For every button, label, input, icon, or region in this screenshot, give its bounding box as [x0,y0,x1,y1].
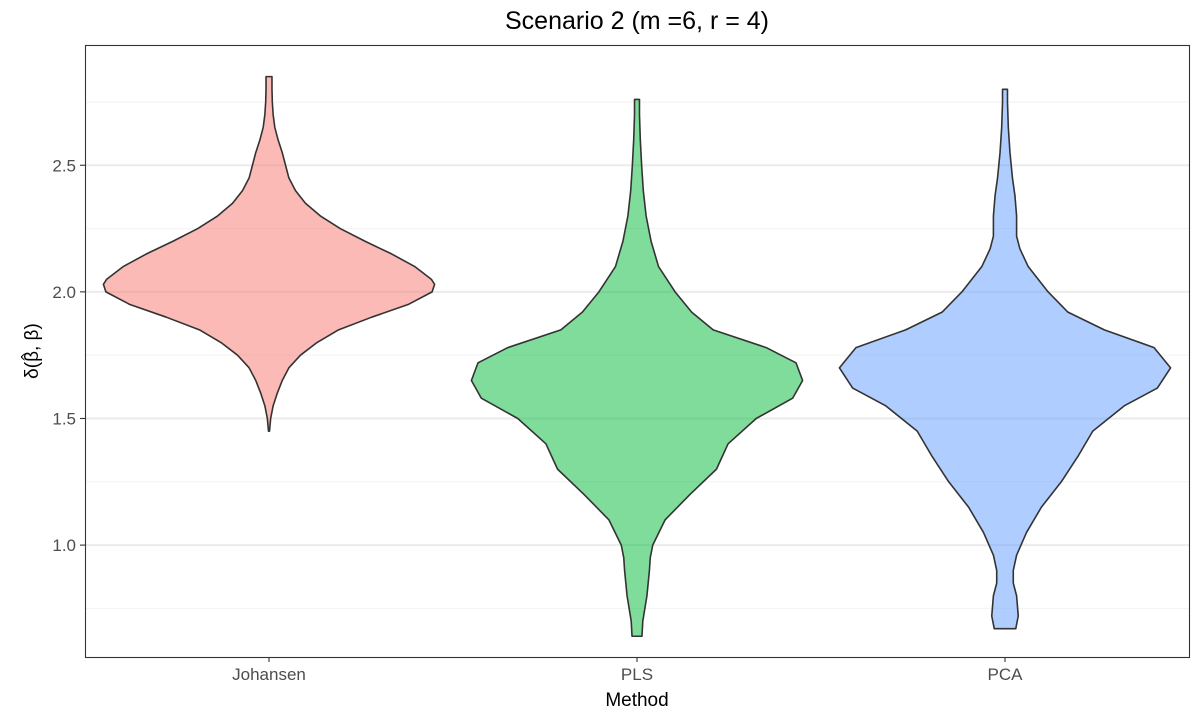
x-axis: Johansen PLS PCA [232,657,1023,684]
y-tick-label: 2.0 [52,283,76,302]
y-axis: 1.0 1.5 2.0 2.5 [52,156,85,555]
x-tick-label: PCA [988,665,1024,684]
x-axis-title: Method [605,690,668,711]
violin-johansen [102,75,436,432]
y-tick-label: 2.5 [52,156,76,175]
y-tick-label: 1.5 [52,409,76,428]
violin-pca [838,88,1172,630]
x-tick-label: Johansen [232,665,306,684]
chart-title: Scenario 2 (m =6, r = 4) [505,7,769,35]
y-axis-title-text: δ(β, β) [22,323,43,379]
y-axis-title-hat: ^ [19,352,33,362]
y-tick-label: 1.0 [52,536,76,555]
violin-pls [470,98,804,638]
x-tick-label: PLS [621,665,653,684]
y-axis-title: δ(β, β) ^ [19,323,43,379]
violin-group [102,75,1172,638]
